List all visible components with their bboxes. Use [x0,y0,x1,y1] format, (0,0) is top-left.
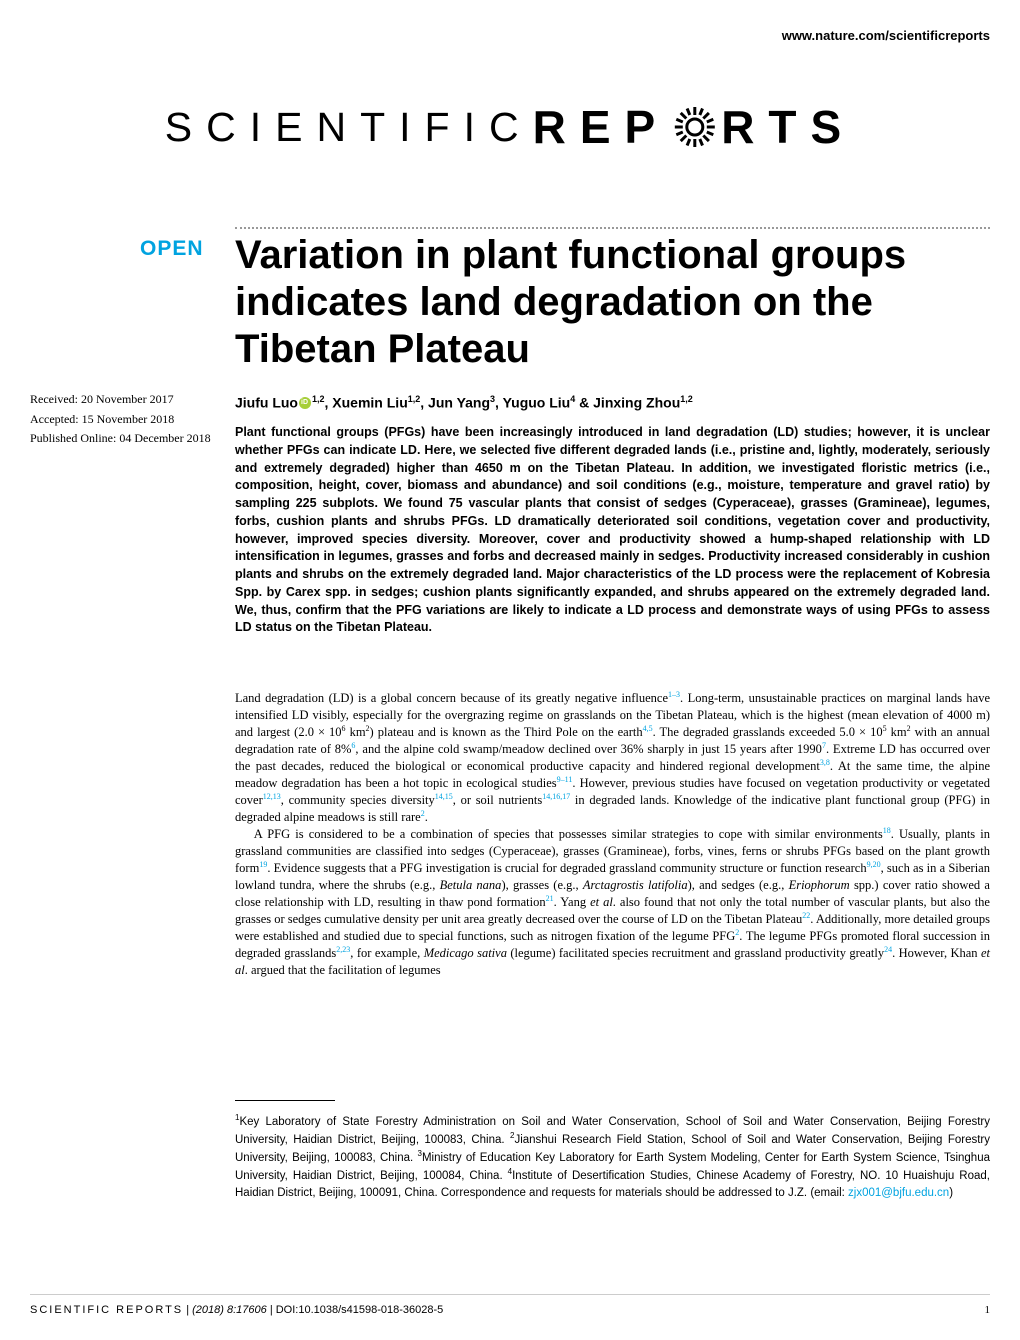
ref-link[interactable]: 21 [546,894,554,903]
page-number: 1 [985,1304,991,1316]
correspondence-email[interactable]: zjx001@bjfu.edu.cn [848,1187,949,1199]
author-3: Jun Yang [428,395,490,411]
article-metadata: Received: 20 November 2017 Accepted: 15 … [30,390,225,449]
aff-sup: 4 [570,394,575,404]
logo-rep: REP [533,100,670,154]
logo-scientific: SCIENTIFIC [165,104,533,151]
paragraph-2: A PFG is considered to be a combination … [235,826,990,979]
ref-link[interactable]: 1–3 [668,690,680,699]
open-access-badge: OPEN [140,237,204,261]
aff-sup: 1,2 [680,394,693,404]
ref-link[interactable]: 3,8 [820,758,830,767]
footer-citation: SCIENTIFIC REPORTS | (2018) 8:17606 | DO… [30,1304,443,1316]
ref-link[interactable]: 14,15 [435,792,453,801]
author-4: Yuguo Liu [503,395,571,411]
ref-link[interactable]: 4,5 [643,724,653,733]
author-list: Jiufu Luo1,2, Xuemin Liu1,2, Jun Yang3, … [235,393,990,413]
aff-sup: 1,2 [408,394,421,404]
published-date: Published Online: 04 December 2018 [30,429,225,448]
header-url: www.nature.com/scientificreports [782,28,990,43]
author-2: Xuemin Liu [332,395,407,411]
ref-link[interactable]: 18 [883,826,891,835]
received-date: Received: 20 November 2017 [30,390,225,409]
aff-sup: 3 [490,394,495,404]
ref-link[interactable]: 9,20 [867,860,881,869]
ref-link[interactable]: 14,16,17 [542,792,570,801]
body-text: Land degradation (LD) is a global concer… [235,690,990,979]
paragraph-1: Land degradation (LD) is a global concer… [235,690,990,826]
orcid-icon[interactable] [299,397,311,409]
ref-link[interactable]: 2,23 [336,945,350,954]
author-5: Jinxing Zhou [593,395,680,411]
abstract: Plant functional groups (PFGs) have been… [235,424,990,637]
page-footer: SCIENTIFIC REPORTS | (2018) 8:17606 | DO… [30,1304,990,1316]
accepted-date: Accepted: 15 November 2018 [30,410,225,429]
logo-rts: RTS [721,100,855,154]
aff-sup: 1,2 [312,394,325,404]
ref-link[interactable]: 12,13 [263,792,281,801]
article-title: Variation in plant functional groups ind… [235,232,990,374]
divider-dotted [235,227,990,229]
author-1: Jiufu Luo [235,395,298,411]
footer-divider [30,1294,990,1295]
gear-icon [673,105,717,149]
affiliations: 1Key Laboratory of State Forestry Admini… [235,1112,990,1201]
affiliation-divider [235,1100,335,1101]
journal-logo: SCIENTIFIC REP RTS [165,100,855,154]
ref-link[interactable]: 24 [884,945,892,954]
ref-link[interactable]: 9–11 [557,775,573,784]
